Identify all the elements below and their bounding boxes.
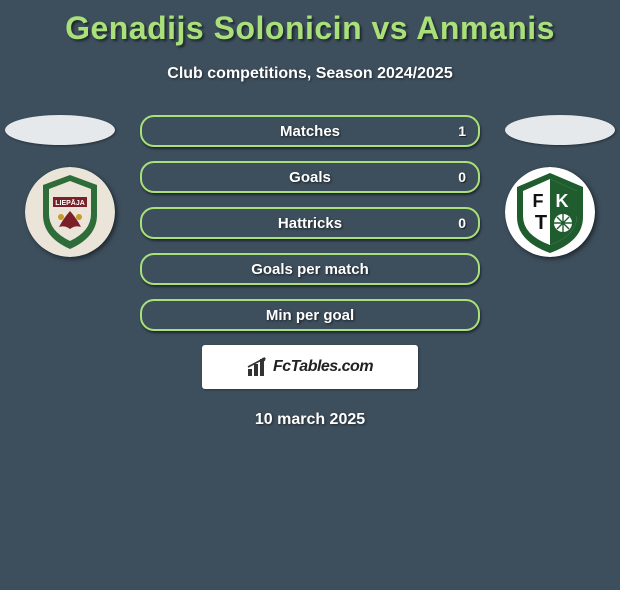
svg-text:LIEPĀJA: LIEPĀJA — [55, 199, 85, 207]
right-oval — [505, 115, 615, 145]
bars-icon — [247, 357, 269, 377]
stat-row-goals: Goals 0 — [140, 161, 480, 193]
fk-badge-icon: F K T — [505, 167, 595, 257]
page-title: Genadijs Solonicin vs Anmanis — [0, 10, 620, 47]
svg-text:T: T — [535, 212, 547, 234]
stat-right-value: 1 — [458, 123, 466, 139]
stat-right-value: 0 — [458, 169, 466, 185]
stat-label: Min per goal — [266, 307, 354, 324]
branding-inner: FcTables.com — [247, 357, 373, 377]
stat-label: Matches — [280, 123, 340, 140]
left-oval — [5, 115, 115, 145]
branding-text: FcTables.com — [273, 358, 373, 376]
svg-text:F: F — [533, 191, 544, 211]
stat-right-value: 0 — [458, 215, 466, 231]
stat-row-goals-per-match: Goals per match — [140, 253, 480, 285]
svg-text:K: K — [556, 191, 569, 211]
stat-row-matches: Matches 1 — [140, 115, 480, 147]
branding-box: FcTables.com — [202, 345, 418, 389]
date-text: 10 march 2025 — [0, 411, 620, 429]
team-badge-right: F K T — [505, 167, 595, 257]
subtitle: Club competitions, Season 2024/2025 — [0, 65, 620, 83]
liepaja-badge-icon: LIEPĀJA — [25, 167, 115, 257]
stat-label: Goals per match — [251, 261, 369, 278]
stats-area: LIEPĀJA F K T Matches 1 Goals 0 — [0, 115, 620, 429]
stat-row-min-per-goal: Min per goal — [140, 299, 480, 331]
stat-row-hattricks: Hattricks 0 — [140, 207, 480, 239]
stat-label: Goals — [289, 169, 331, 186]
team-badge-left: LIEPĀJA — [25, 167, 115, 257]
stats-rows: Matches 1 Goals 0 Hattricks 0 Goals per … — [140, 115, 480, 331]
stat-label: Hattricks — [278, 215, 342, 232]
